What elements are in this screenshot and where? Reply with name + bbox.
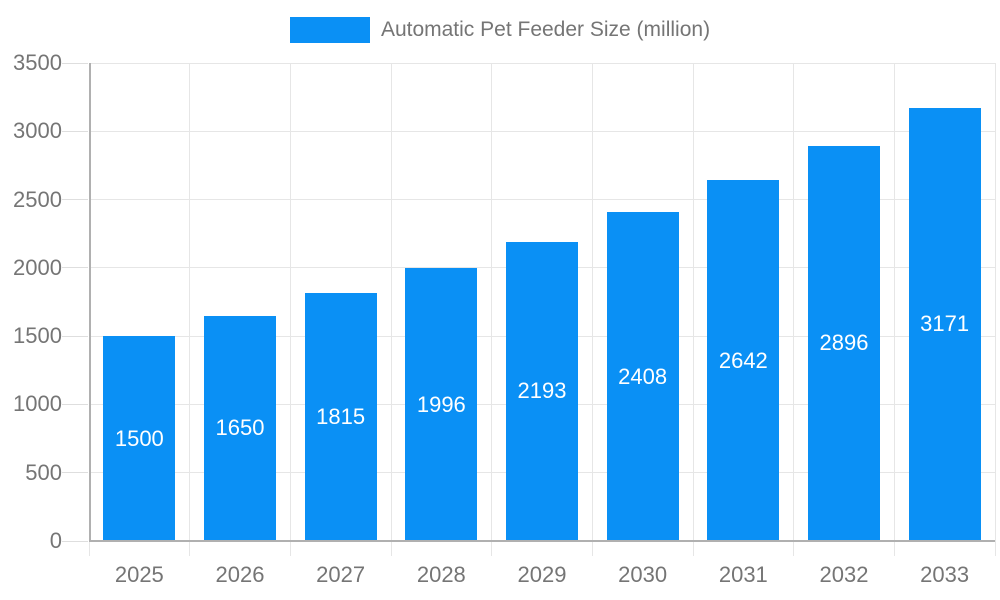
plot-area: 1500 1650 1815 1996 2193 2408 2642 2896 3171 <box>62 62 996 556</box>
x-boundary-gridline <box>994 63 996 556</box>
x-axis-tick-label: 2025 <box>114 562 164 587</box>
x-gridline <box>289 63 291 556</box>
y-gridline <box>89 130 995 132</box>
y-axis-tick-label: 1500 <box>13 323 62 349</box>
y-axis-line <box>89 63 91 541</box>
y-tick <box>62 335 88 337</box>
x-axis-tick-label: 2028 <box>416 562 466 587</box>
bar-2028[interactable]: 1996 <box>405 268 478 541</box>
y-tick <box>62 62 88 64</box>
x-gridline <box>793 63 795 556</box>
y-tick <box>62 540 88 542</box>
legend-label: Automatic Pet Feeder Size (million) <box>380 18 711 41</box>
chart-legend[interactable]: Automatic Pet Feeder Size (million) <box>0 17 1000 43</box>
y-axis-tick-label: 1000 <box>13 391 62 417</box>
y-axis-tick-label: 2000 <box>13 254 62 280</box>
bar-2030[interactable]: 2408 <box>606 212 679 541</box>
x-axis-tick-label: 2030 <box>618 562 668 587</box>
bar-value-label: 1650 <box>215 415 265 441</box>
y-axis-tick-label: 3500 <box>13 50 62 75</box>
bar-2032[interactable]: 2896 <box>808 145 880 541</box>
y-gridline <box>89 199 995 201</box>
y-axis-tick-label: 2500 <box>13 186 62 212</box>
bar-2031[interactable]: 2642 <box>707 180 780 541</box>
legend-swatch-icon <box>289 17 370 43</box>
bar-value-label: 2896 <box>819 330 869 356</box>
x-axis-tick-label: 2033 <box>920 562 970 587</box>
x-axis-tick-label: 2027 <box>316 562 366 587</box>
bar-2027[interactable]: 1815 <box>304 293 377 541</box>
bar-value-label: 2193 <box>517 378 567 404</box>
x-gridline <box>591 63 593 556</box>
bar-value-label: 1996 <box>416 391 466 417</box>
x-gridline <box>189 63 191 556</box>
x-axis-line <box>89 540 995 542</box>
y-gridline <box>89 62 995 64</box>
y-tick <box>62 472 88 474</box>
y-axis-tick-label: 3000 <box>13 118 62 144</box>
x-axis-tick-label: 2029 <box>517 562 567 587</box>
bar-value-label: 3171 <box>920 311 970 337</box>
y-tick <box>62 267 88 269</box>
bar-2026[interactable]: 1650 <box>204 315 276 541</box>
x-gridline <box>692 63 694 556</box>
bar-2025[interactable]: 1500 <box>103 336 176 541</box>
bar-value-label: 1815 <box>316 404 366 430</box>
bar-value-label: 2408 <box>618 363 668 389</box>
bar-value-label: 1500 <box>114 425 164 451</box>
x-gridline <box>390 63 392 556</box>
bar-value-label: 2642 <box>718 347 768 373</box>
x-axis-tick-label: 2026 <box>215 562 265 587</box>
y-tick <box>62 199 88 201</box>
x-gridline <box>491 63 493 556</box>
y-tick <box>62 130 88 132</box>
y-axis-tick-label: 0 <box>49 528 62 553</box>
bar-2033[interactable]: 3171 <box>908 107 981 541</box>
bar-2029[interactable]: 2193 <box>506 241 578 541</box>
y-axis-tick-label: 500 <box>25 459 62 485</box>
x-gridline <box>893 63 895 556</box>
x-axis-tick-label: 2032 <box>819 562 869 587</box>
x-axis-tick-label: 2031 <box>718 562 768 587</box>
y-tick <box>62 403 88 405</box>
